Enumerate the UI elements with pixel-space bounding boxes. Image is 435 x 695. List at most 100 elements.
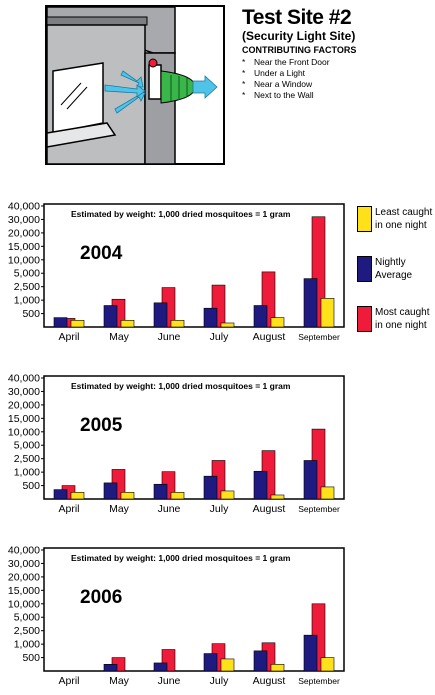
legend-swatch-least	[357, 206, 372, 232]
y-tick-label: 10,000	[8, 254, 40, 266]
bar-least-april	[70, 491, 85, 500]
factor-item: * Under a Light	[242, 68, 306, 78]
x-tick-label: July	[210, 331, 229, 343]
chart-year-label: 2006	[80, 587, 122, 608]
bar-least-september	[320, 657, 335, 672]
y-tick-label: 30,000	[8, 558, 40, 570]
chart-year-label: 2004	[80, 243, 123, 264]
plot-frame	[43, 375, 345, 500]
x-tick-label: August	[253, 503, 286, 515]
y-tick-label: 5,000	[14, 612, 40, 624]
y-tick-label: 2,500	[14, 281, 40, 293]
bar-average-may	[103, 305, 118, 328]
bar-least-april	[70, 319, 85, 328]
legend-label-least: Least caught in one night	[375, 207, 433, 231]
bar-average-april	[53, 317, 68, 328]
bar-least-september	[320, 486, 335, 500]
x-tick-label: April	[58, 503, 79, 515]
bar-average-june	[153, 662, 168, 672]
bullet-icon: *	[242, 68, 246, 78]
y-tick-label: 40,000	[8, 545, 40, 557]
bar-average-september	[303, 634, 318, 672]
bar-average-may	[103, 482, 118, 500]
bullet-icon: *	[242, 90, 246, 100]
bar-least-may	[120, 491, 135, 500]
bar-average-june	[153, 302, 168, 328]
bar-average-april	[53, 489, 68, 500]
bar-average-july	[203, 307, 218, 328]
bar-least-may	[120, 319, 135, 328]
y-tick-label: 15,000	[8, 585, 40, 597]
y-tick-label: 10,000	[8, 598, 40, 610]
bar-average-may	[103, 663, 118, 672]
bar-least-september	[320, 298, 335, 328]
factor-item: * Next to the Wall	[242, 90, 314, 100]
page-subtitle: (Security Light Site)	[242, 29, 356, 43]
y-tick-label: 40,000	[8, 201, 40, 213]
chart-note: Estimated by weight: 1,000 dried mosquit…	[71, 209, 291, 219]
x-tick-label: June	[158, 503, 181, 515]
bar-least-july	[220, 490, 235, 500]
y-tick-label: 5,000	[14, 268, 40, 280]
x-tick-label: September	[298, 504, 340, 514]
legend-label-most: Most caught in one night	[375, 307, 430, 331]
y-tick-label: 15,000	[8, 413, 40, 425]
bar-least-july	[220, 322, 235, 328]
x-tick-label: April	[58, 331, 79, 343]
bar-average-september	[303, 278, 318, 328]
bar-least-august	[270, 494, 285, 500]
y-tick-label: 500	[22, 652, 40, 664]
y-tick-label: 500	[22, 308, 40, 320]
x-tick-label: June	[158, 331, 181, 343]
bar-least-june	[170, 491, 185, 500]
plot-frame	[43, 547, 345, 672]
y-tick-label: 500	[22, 480, 40, 492]
chart-year-label: 2005	[80, 415, 123, 436]
bar-average-july	[203, 475, 218, 500]
y-tick-label: 1,000	[14, 467, 40, 479]
y-tick-label: 20,000	[8, 571, 40, 583]
x-tick-label: May	[109, 503, 130, 515]
bullet-icon: *	[242, 79, 246, 89]
legend-swatch-most	[357, 306, 372, 332]
bar-average-august	[253, 470, 268, 500]
y-tick-label: 20,000	[8, 227, 40, 239]
chart-note: Estimated by weight: 1,000 dried mosquit…	[71, 381, 291, 391]
y-tick-label: 1,000	[14, 295, 40, 307]
page-title: Test Site #2	[242, 6, 352, 29]
y-tick-label: 5,000	[14, 440, 40, 452]
house-illustration	[45, 5, 225, 165]
factor-item: * Near the Front Door	[242, 57, 330, 67]
bar-least-august	[270, 663, 285, 672]
factors-title: CONTRIBUTING FACTORS	[242, 45, 357, 55]
x-tick-label: August	[253, 331, 286, 343]
bar-average-july	[203, 653, 218, 672]
chart-note: Estimated by weight: 1,000 dried mosquit…	[71, 553, 291, 563]
bar-average-september	[303, 460, 318, 500]
bar-least-june	[170, 319, 185, 328]
bar-average-august	[253, 650, 268, 672]
y-tick-label: 15,000	[8, 241, 40, 253]
x-tick-label: May	[109, 331, 130, 343]
y-tick-label: 40,000	[8, 373, 40, 385]
x-tick-label: April	[58, 675, 79, 687]
bar-average-june	[153, 483, 168, 500]
x-tick-label: May	[109, 675, 130, 687]
y-tick-label: 30,000	[8, 386, 40, 398]
x-tick-label: August	[253, 675, 286, 687]
y-tick-label: 20,000	[8, 399, 40, 411]
y-tick-label: 10,000	[8, 426, 40, 438]
factor-item: * Near a Window	[242, 79, 313, 89]
bar-least-july	[220, 658, 235, 672]
bar-least-august	[270, 317, 285, 328]
x-tick-label: July	[210, 675, 229, 687]
y-tick-label: 2,500	[14, 625, 40, 637]
legend-label-average: Nightly Average	[375, 257, 413, 281]
x-tick-label: September	[298, 332, 340, 342]
x-tick-label: June	[158, 675, 181, 687]
x-tick-label: July	[210, 503, 229, 515]
y-tick-label: 1,000	[14, 639, 40, 651]
bar-average-august	[253, 305, 268, 328]
